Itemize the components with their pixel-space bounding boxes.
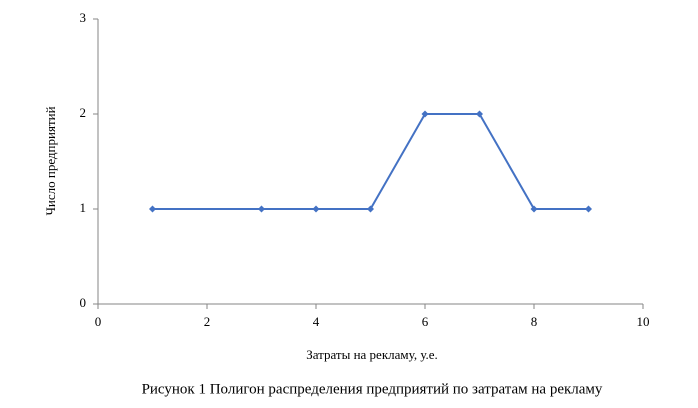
y-tick-label: 3 (80, 10, 87, 25)
point (530, 205, 538, 213)
y-tick-label: 1 (80, 200, 87, 215)
x-tick-label: 2 (204, 314, 211, 329)
y-axis-label: Число предприятий (43, 106, 58, 215)
x-tick-label: 0 (95, 314, 102, 329)
x-tick-label: 6 (422, 314, 429, 329)
point (312, 205, 320, 213)
x-tick-label: 10 (637, 314, 650, 329)
y-tick-label: 2 (80, 105, 87, 120)
point (476, 110, 483, 118)
series-line (152, 113, 589, 210)
point (258, 205, 265, 213)
chart-caption: Рисунок 1 Полигон распределения предприя… (142, 381, 603, 397)
point (367, 205, 374, 213)
point (585, 205, 592, 213)
point (421, 110, 429, 118)
x-tick-label: 4 (313, 314, 320, 329)
x-axis-label: Затраты на рекламу, у.е. (306, 347, 438, 362)
point (149, 205, 156, 213)
x-tick-label: 8 (531, 314, 538, 329)
y-tick-label: 0 (80, 295, 87, 310)
